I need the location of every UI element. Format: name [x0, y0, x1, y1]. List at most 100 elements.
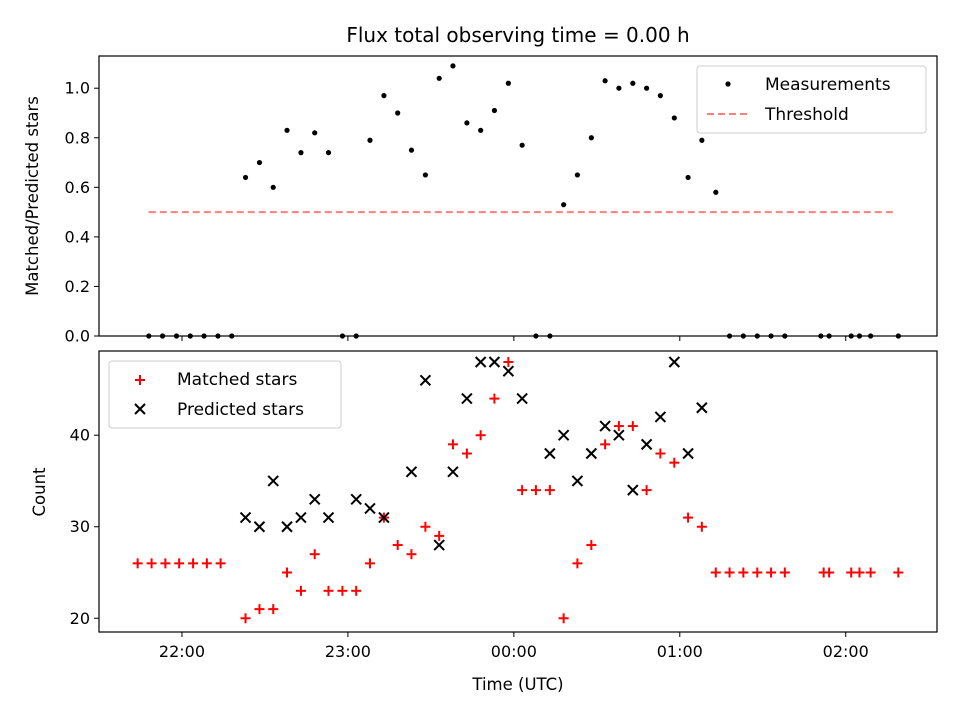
top-y-tick-label: 0.8: [65, 128, 90, 147]
predicted-x-b: [696, 402, 708, 414]
bottom-x-tick-label: 01:00: [657, 642, 703, 661]
predicted-x-b: [281, 521, 293, 533]
bottom-legend-box: [108, 360, 342, 429]
measurement-point: [229, 333, 235, 339]
measurement-point: [685, 174, 691, 181]
matched-star-point: [627, 421, 638, 432]
matched-star-point: [337, 585, 348, 596]
matched-star-point: [254, 604, 265, 615]
matched-star-point: [724, 567, 735, 578]
measurement-point: [782, 333, 788, 339]
predicted-star-point: [585, 447, 598, 460]
predicted-star-point: [309, 493, 321, 505]
matched-star-point: [489, 393, 500, 404]
measurement-point: [868, 333, 874, 339]
top-y-tick-label: 0.6: [65, 178, 90, 197]
predicted-star-point: [668, 356, 681, 368]
predicted-star-point: [253, 521, 266, 533]
matched-star-point: [309, 549, 320, 560]
measurement-point: [519, 142, 525, 148]
measurement-point: [353, 333, 359, 339]
predicted-x-b: [378, 511, 390, 524]
measurement-point: [740, 333, 746, 339]
measurement-point: [826, 333, 832, 339]
measurement-point: [754, 333, 760, 339]
predicted-x-b: [613, 429, 625, 441]
matched-star-point: [710, 567, 721, 578]
predicted-star-point: [322, 511, 335, 524]
predicted-star-point: [571, 475, 584, 487]
predicted-x-b: [557, 429, 570, 441]
matched-star-point: [174, 558, 185, 569]
predicted-star-point: [682, 447, 694, 460]
measurement-point: [561, 202, 567, 208]
predicted-star-point: [696, 402, 708, 414]
measurement-point: [381, 93, 387, 99]
legend-matched-marker: [135, 375, 145, 385]
matched-star-point: [600, 439, 611, 450]
top-marks: [146, 63, 901, 339]
predicted-x-b: [253, 521, 266, 533]
matched-star-point: [503, 356, 514, 367]
matched-star-point: [641, 485, 652, 496]
predicted-star-point: [364, 502, 376, 515]
measurement-point: [491, 107, 498, 114]
predicted-star-point: [654, 411, 667, 423]
matched-star-point: [201, 558, 212, 569]
predicted-x-b: [668, 356, 681, 368]
matched-star-point: [738, 567, 749, 578]
legend-measurements-marker: [725, 81, 731, 87]
bottom-y-tick-label: 30: [70, 517, 90, 536]
predicted-x-b: [516, 392, 528, 405]
matched-star-point: [655, 448, 666, 459]
predicted-x-b: [419, 374, 432, 386]
predicted-star-point: [419, 374, 432, 386]
predicted-x-b: [627, 484, 639, 496]
bottom-plot-frame: [98, 350, 938, 633]
top-y-tick-label: 1.0: [65, 79, 90, 98]
matched-star-point: [188, 558, 199, 569]
measurement-point: [574, 172, 581, 178]
measurement-point: [464, 120, 470, 126]
bottom-x-axis: 22:00 23:00 00:00 01:00 02:00: [159, 632, 869, 661]
matched-star-point: [696, 521, 707, 532]
predicted-x-b: [474, 356, 487, 368]
measurement-point: [242, 174, 249, 181]
measurement-point: [602, 78, 608, 84]
matched-star-point: [572, 558, 583, 569]
measurement-point: [630, 80, 636, 86]
predicted-x-b: [447, 466, 459, 478]
predicted-x-b: [405, 466, 418, 478]
predicted-star-point: [267, 475, 279, 487]
predicted-x-b: [267, 475, 279, 487]
predicted-star-point: [502, 365, 515, 377]
matched-star-point: [406, 549, 417, 560]
measurement-point: [856, 333, 863, 339]
predicted-x-b: [350, 493, 362, 505]
predicted-star-point: [281, 521, 293, 533]
top-legend: Measurements Threshold: [696, 65, 927, 134]
predicted-x-b: [571, 475, 584, 487]
bottom-x-axis-label: Time (UTC): [471, 675, 563, 694]
matched-star-point: [160, 558, 171, 569]
bottom-x-tick-label: 02:00: [823, 642, 869, 661]
predicted-x-b: [322, 511, 335, 524]
predicted-star-point: [433, 539, 445, 551]
measurement-point: [671, 115, 677, 121]
predicted-x-b: [239, 511, 252, 524]
predicted-star-point: [405, 466, 418, 478]
predicted-star-point: [516, 392, 528, 405]
matched-star-point: [268, 604, 279, 615]
predicted-x-b: [295, 511, 307, 524]
predicted-x-b: [488, 356, 501, 368]
matched-star-point: [544, 485, 555, 496]
matched-star-point: [893, 567, 904, 578]
measurement-point: [533, 333, 539, 339]
top-chart-title: Flux total observing time = 0.00 h: [346, 23, 689, 47]
matched-star-point: [530, 485, 541, 496]
matched-star-point: [475, 430, 486, 441]
predicted-x-b: [599, 420, 611, 432]
measurement-point: [187, 333, 193, 339]
legend-threshold-label: Threshold: [764, 105, 849, 125]
